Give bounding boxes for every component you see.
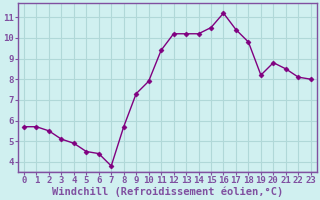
X-axis label: Windchill (Refroidissement éolien,°C): Windchill (Refroidissement éolien,°C) (52, 187, 283, 197)
